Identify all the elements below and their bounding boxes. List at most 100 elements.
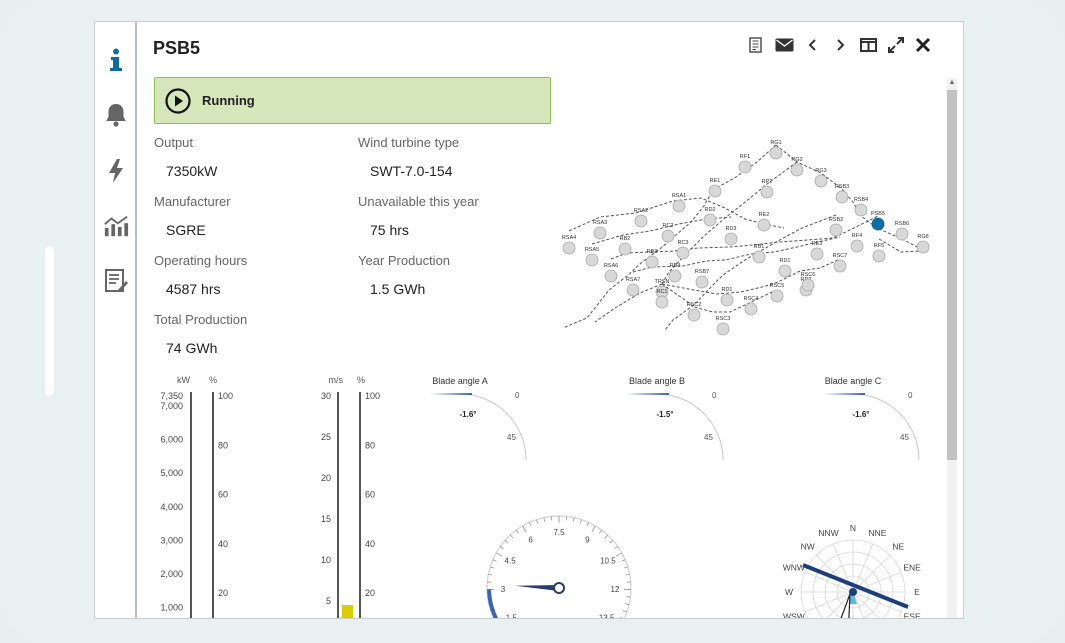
turbine-node[interactable]: RB4: [668, 263, 682, 283]
turbine-node[interactable]: RB2: [618, 236, 632, 256]
svg-text:RSA3: RSA3: [593, 220, 607, 226]
speed-tick-label: 9: [585, 536, 590, 545]
turbine-node[interactable]: RSB6: [895, 221, 909, 241]
bell-icon[interactable]: [103, 101, 129, 129]
svg-text:RE3: RE3: [812, 241, 823, 247]
scrollbar-thumb[interactable]: [947, 90, 957, 460]
svg-text:RE1: RE1: [710, 178, 721, 184]
turbine-node[interactable]: RSB2: [829, 217, 843, 237]
lightning-icon[interactable]: [103, 157, 129, 185]
turbine-node[interactable]: RSA4: [562, 235, 576, 255]
power-tick-label: 7,000: [160, 401, 183, 411]
turbine-node[interactable]: RSA1: [672, 193, 686, 213]
turbine-node[interactable]: RSA2: [634, 208, 648, 228]
turbine-node[interactable]: RSC7: [833, 253, 848, 273]
svg-text:RP2: RP2: [762, 179, 773, 185]
turbine-node[interactable]: TRSN: [655, 279, 670, 299]
svg-text:RF5: RF5: [874, 243, 884, 249]
turbine-node[interactable]: RD3: [724, 226, 738, 246]
next-icon[interactable]: [832, 36, 848, 54]
report-icon[interactable]: [747, 36, 763, 54]
turbine-node[interactable]: RC3: [676, 240, 690, 260]
turbine-node[interactable]: RE1: [708, 178, 722, 198]
wind-pct-label: 60: [365, 490, 375, 500]
sidebar: [95, 22, 137, 618]
layout-icon[interactable]: [859, 36, 877, 54]
turbine-node[interactable]: RSB7: [695, 269, 709, 289]
turbine-node[interactable]: RG3: [814, 168, 828, 188]
turbine-node[interactable]: RD2: [703, 207, 717, 227]
svg-text:RSC5: RSC5: [770, 283, 785, 289]
field-output: Output 7350kW: [154, 135, 217, 179]
svg-text:RB4: RB4: [670, 263, 681, 269]
field-label: Total Production: [154, 312, 248, 327]
scroll-up-arrow[interactable]: ▲: [948, 79, 956, 86]
speed-needle: [515, 585, 560, 591]
speed-tick-label: 4.5: [505, 557, 517, 566]
svg-text:RD1: RD1: [779, 258, 790, 264]
expand-icon[interactable]: [888, 36, 904, 54]
wind-pct-label: 80: [365, 440, 375, 450]
turbine-node[interactable]: RSA5: [585, 247, 599, 267]
turbine-node[interactable]: RSA6: [604, 263, 618, 283]
turbine-node[interactable]: PSB5: [871, 211, 885, 231]
turbine-node[interactable]: RE2: [757, 212, 771, 232]
turbine-node[interactable]: RD1: [778, 258, 792, 278]
turbine-node[interactable]: RSC3: [716, 316, 731, 336]
turbine-node[interactable]: RSA7: [626, 277, 640, 297]
svg-text:RSC3: RSC3: [716, 316, 731, 322]
svg-text:RE2: RE2: [759, 212, 770, 218]
blade-value: -1.6°: [853, 410, 870, 419]
svg-text:PSB5: PSB5: [871, 211, 885, 217]
turbine-node[interactable]: RF4: [850, 233, 864, 253]
turbine-node[interactable]: RG1: [769, 140, 783, 160]
field-label: Output: [154, 135, 194, 150]
turbine-node[interactable]: RC1: [655, 289, 669, 309]
turbine-node[interactable]: RSC2: [687, 302, 702, 322]
power-pct-label: 40: [218, 539, 228, 549]
compass-dir-label: NNW: [818, 528, 838, 538]
speed-tick-label: 13.5: [599, 613, 615, 619]
turbine-node[interactable]: RG8: [916, 234, 930, 254]
turbine-node[interactable]: RE3: [810, 241, 824, 261]
title-bar: PSB5: [153, 38, 200, 59]
svg-text:RSA5: RSA5: [585, 247, 599, 253]
toolbar: [747, 36, 931, 54]
svg-text:RG2: RG2: [791, 157, 802, 163]
turbine-node[interactable]: RG2: [790, 157, 804, 177]
blade-gauge: Blade angle A04590-1.6°: [430, 376, 527, 461]
turbine-node[interactable]: RP2: [760, 179, 774, 199]
turbine-node[interactable]: RC2: [661, 223, 675, 243]
prev-icon[interactable]: [805, 36, 821, 54]
power-tick-label: 2,000: [160, 569, 183, 579]
turbine-node[interactable]: RF5: [872, 243, 886, 263]
turbine-node[interactable]: RSC5: [770, 283, 785, 303]
mail-icon[interactable]: [774, 36, 794, 54]
wind-farm-network-map[interactable]: RG1 RF1 RP2 RG2 RG3 RE1 RSB3 RSB4 PSB5 RSB6 RSA1 RS…: [555, 122, 945, 337]
blade-value: -1.5°: [657, 410, 674, 419]
svg-text:RB1: RB1: [754, 244, 765, 250]
wind-tick-label: 15: [321, 514, 331, 524]
turbine-node[interactable]: RSC6: [801, 272, 816, 292]
power-tick-label: 3,000: [160, 535, 183, 545]
turbine-node[interactable]: RF1: [738, 154, 752, 174]
power-pct-label: 60: [218, 490, 228, 500]
info-icon[interactable]: [103, 46, 129, 74]
turbine-node[interactable]: RSC4: [744, 296, 759, 316]
turbine-node[interactable]: RB3: [645, 249, 659, 269]
chart-icon[interactable]: [103, 212, 129, 240]
field-operating-hours: Operating hours 4587 hrs: [154, 253, 247, 297]
field-value: SWT-7.0-154: [370, 163, 453, 179]
turbine-node[interactable]: RSB4: [854, 197, 868, 217]
blade-title: Blade angle A: [432, 376, 488, 386]
power-tick-label: 4,000: [160, 502, 183, 512]
turbine-node[interactable]: RB1: [752, 244, 766, 264]
close-icon[interactable]: [915, 36, 931, 54]
power-tick-label: 5,000: [160, 468, 183, 478]
document-icon[interactable]: [103, 267, 129, 295]
turbine-node[interactable]: RSA3: [593, 220, 607, 240]
turbine-node[interactable]: RSB3: [835, 184, 849, 204]
compass-dir-label: ESE: [904, 611, 921, 619]
turbine-node[interactable]: RD1: [720, 287, 734, 307]
speed-tick-label: 10.5: [600, 557, 616, 566]
